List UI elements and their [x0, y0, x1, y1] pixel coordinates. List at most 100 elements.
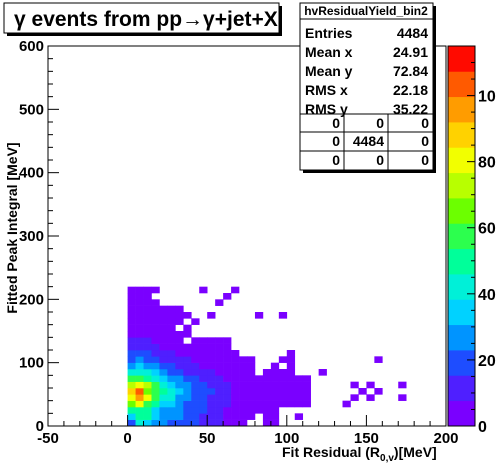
- y-tick-label: 100: [19, 355, 44, 372]
- heatmap-cell: [207, 381, 216, 389]
- heatmap-cell: [135, 337, 144, 344]
- heatmap-cell: [231, 400, 240, 408]
- heatmap-cell: [191, 375, 200, 382]
- heatmap-cell: [151, 305, 160, 313]
- heatmap-cell: [175, 305, 184, 313]
- heatmap-cell: [135, 356, 144, 363]
- heatmap-cell: [175, 318, 184, 325]
- heatmap-cell: [270, 419, 280, 427]
- heatmap-cell: [231, 375, 240, 382]
- heatmap-cell: [215, 381, 224, 389]
- stats-box-frame: [299, 2, 434, 171]
- palette-ticks: 0 20 40 60 80 100: [467, 62, 496, 436]
- heatmap-cell: [167, 419, 176, 427]
- heatmap-cell: [262, 369, 272, 376]
- heatmap-cell: [175, 312, 184, 319]
- palette-tick-label: 100: [478, 89, 496, 106]
- heatmap-cell: [215, 369, 224, 376]
- heatmap-cell: [167, 394, 176, 401]
- heatmap-cell: [127, 394, 136, 401]
- stats-row-value: 72.84: [393, 63, 428, 79]
- heatmap-cell: [167, 413, 176, 420]
- x-tick-label: 0: [123, 430, 131, 447]
- heatmap-cell: [167, 312, 176, 319]
- heatmap-cell: [167, 356, 176, 363]
- heatmap-cell: [286, 381, 296, 389]
- stats-grid-cell: 0: [376, 152, 384, 168]
- heatmap-cell: [167, 305, 176, 313]
- heatmap-cell: [127, 413, 136, 420]
- heatmap-cell: [191, 407, 200, 414]
- heatmap-cell: [183, 413, 192, 420]
- heatmap-cell: [143, 407, 152, 414]
- y-tick-label: 0: [36, 418, 44, 435]
- heatmap-cell: [278, 312, 288, 319]
- heatmap-cell: [286, 362, 296, 370]
- heatmap-cell: [207, 413, 216, 420]
- heatmap-cell: [135, 388, 144, 395]
- heatmap-cell: [135, 318, 144, 325]
- heatmap-cell: [231, 419, 240, 427]
- heatmap-cell: [262, 388, 272, 395]
- heatmap-cell: [159, 381, 168, 389]
- heatmap-cell: [127, 400, 136, 408]
- heatmap-cell: [247, 413, 256, 420]
- heatmap-cell: [127, 286, 136, 294]
- heatmap-cell: [207, 388, 216, 395]
- heatmap-cell: [127, 375, 136, 382]
- heatmap-cell: [199, 407, 208, 414]
- heatmap-cell: [318, 369, 327, 376]
- heatmap-cell: [159, 305, 168, 313]
- heatmap-cell: [254, 400, 264, 408]
- heatmap-cell: [215, 413, 224, 420]
- heatmap-cell: [151, 381, 160, 389]
- heatmap-cell: [278, 388, 288, 395]
- heatmap-cell: [223, 381, 232, 389]
- heatmap-cell: [135, 413, 144, 420]
- heatmap-cell: [183, 407, 192, 414]
- heatmap-cell: [143, 356, 152, 363]
- heatmap-cell: [239, 356, 248, 363]
- heatmap-cell: [135, 305, 144, 313]
- heatmap-cell: [175, 400, 184, 408]
- heatmap-cell: [215, 362, 224, 370]
- heatmap-cell: [143, 362, 152, 370]
- heatmap-cell: [199, 369, 208, 376]
- heatmap-cell: [207, 419, 216, 427]
- heatmap-cell: [127, 324, 136, 332]
- stats-box-shadow-bottom: [303, 170, 436, 173]
- heatmap-cell: [175, 350, 184, 357]
- y-tick-label: 200: [19, 291, 44, 308]
- heatmap-cell: [247, 388, 256, 395]
- heatmap-cell: [151, 419, 160, 427]
- heatmap-cell: [231, 362, 240, 370]
- heatmap-cell: [199, 419, 208, 427]
- heatmap-cell: [127, 356, 136, 363]
- heatmap-cell: [151, 312, 160, 319]
- heatmap-cell: [167, 331, 176, 338]
- heatmap-cell: [247, 375, 256, 382]
- stats-row-value: 35.22: [393, 101, 428, 117]
- heatmap-cell: [254, 381, 264, 389]
- heatmap-cell: [342, 400, 351, 408]
- heatmap-cell: [135, 394, 144, 401]
- heatmap-cell: [215, 394, 224, 401]
- stats-grid-cell: 0: [332, 152, 340, 168]
- palette-band: [448, 375, 475, 402]
- heatmap-cell: [207, 375, 216, 382]
- heatmap-cell: [270, 388, 280, 395]
- heatmap-cell: [207, 350, 216, 357]
- heatmap-cell: [302, 381, 311, 389]
- heatmap-cell: [183, 394, 192, 401]
- heatmap-cell: [167, 381, 176, 389]
- heatmap-cell: [143, 305, 152, 313]
- heatmap-cell: [175, 343, 184, 351]
- palette-band: [448, 324, 475, 351]
- heatmap-cell: [135, 324, 144, 332]
- heatmap-cell: [262, 381, 272, 389]
- stats-row-label: Entries: [305, 25, 353, 41]
- heatmap-cell: [270, 394, 280, 401]
- x-tick-label: 50: [199, 430, 216, 447]
- heatmap-cell: [239, 394, 248, 401]
- heatmap-cell: [302, 388, 311, 395]
